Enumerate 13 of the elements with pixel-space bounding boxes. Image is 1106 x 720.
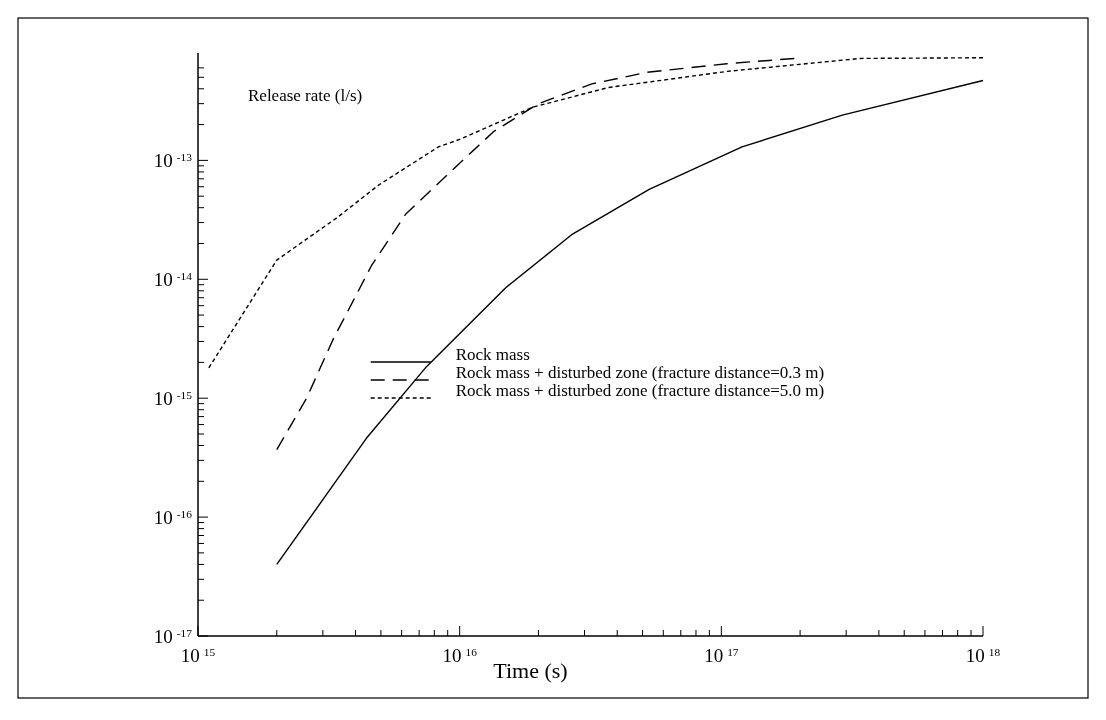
y-tick-label: 10$^{-13}$ [153,150,193,172]
x-tick-label: 10$^{17}$ [704,645,739,666]
y-tick-label: 10$^{-17}$ [153,626,193,647]
x-tick-label: 10$^{18}$ [965,645,1001,666]
legend-label: Rock mass + disturbed zone (fracture distance=0.3 m) [455,362,825,382]
x-tick-label: 10$^{15}$ [180,645,216,666]
y-tick-label: 10$^{-16}$ [153,507,193,529]
x-tick-label: 10$^{16}$ [442,645,478,666]
y-axis-title: Release rate (l/s) [248,86,363,105]
y-tick-label: 10$^{-14}$ [153,269,193,291]
legend-label: Rock mass [455,344,530,364]
x-axis-title: Time (s) [493,658,568,683]
y-tick-label: 10$^{-15}$ [153,388,193,410]
